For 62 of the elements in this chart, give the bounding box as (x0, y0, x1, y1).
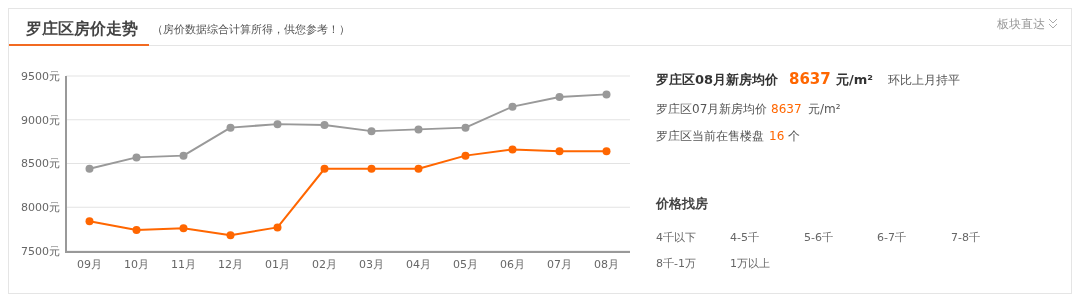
text: 16 (769, 129, 785, 143)
point (132, 226, 141, 234)
point (226, 231, 235, 240)
point (461, 151, 470, 160)
text: 价格找房 (655, 196, 708, 211)
point (273, 120, 282, 129)
x-tick-label: 03月 (359, 258, 384, 271)
x-tick-label: 01月 (265, 258, 290, 271)
x-tick-label: 11月 (171, 258, 196, 271)
text: 8637 (771, 102, 802, 116)
point (179, 151, 188, 160)
point (273, 223, 282, 232)
point (602, 147, 611, 156)
y-tick-label: 7500元 (21, 244, 60, 258)
x-tick-label: 05月 (453, 258, 478, 271)
point (320, 164, 329, 173)
text: 7-8千 (951, 231, 980, 244)
text: 罗庄区08月新房均价 (655, 72, 780, 87)
point (555, 93, 564, 101)
chart-title: 罗庄区房价走势 (25, 19, 138, 38)
point (179, 224, 188, 233)
chart-subtitle: （房价数据综合计算所得，供您参考！） (152, 23, 350, 36)
text: 8637 (789, 70, 831, 88)
y-tick-label: 8500元 (21, 157, 60, 171)
point (320, 121, 329, 129)
point (367, 127, 376, 136)
point (461, 123, 470, 132)
x-tick-label: 02月 (312, 258, 337, 271)
point (508, 102, 517, 111)
text: 元/m² (808, 102, 841, 116)
text: 6-7千 (877, 231, 906, 244)
text: 元/m² (835, 72, 873, 87)
text: 罗庄区07月新房均价 (656, 102, 768, 116)
y-tick-label: 9000元 (21, 113, 60, 127)
text: 环比上月持平 (888, 73, 960, 87)
x-tick-label: 08月 (594, 258, 619, 271)
x-tick-label: 10月 (124, 258, 149, 271)
point (85, 164, 94, 173)
point (602, 90, 611, 99)
point (132, 153, 141, 162)
text: 板块直达 (996, 17, 1045, 31)
text: 1万以上 (730, 257, 770, 270)
x-tick-label: 04月 (406, 258, 431, 271)
x-tick-label: 12月 (218, 258, 243, 271)
point (226, 123, 235, 132)
text: 4-5千 (730, 231, 759, 244)
point (85, 217, 94, 226)
text: 个 (788, 129, 800, 143)
point (414, 125, 423, 134)
point (555, 147, 564, 156)
x-tick-label: 09月 (77, 258, 102, 271)
point (508, 145, 517, 154)
text: 罗庄区当前在售楼盘 (656, 129, 764, 143)
x-tick-label: 06月 (500, 258, 525, 271)
y-tick-label: 8000元 (21, 201, 60, 215)
point (367, 164, 376, 173)
text: 8千-1万 (656, 257, 696, 270)
text: 4千以下 (656, 231, 696, 244)
x-tick-label: 07月 (547, 258, 572, 271)
text: 5-6千 (804, 231, 833, 244)
point (414, 164, 423, 173)
y-tick-label: 9500元 (21, 69, 60, 83)
